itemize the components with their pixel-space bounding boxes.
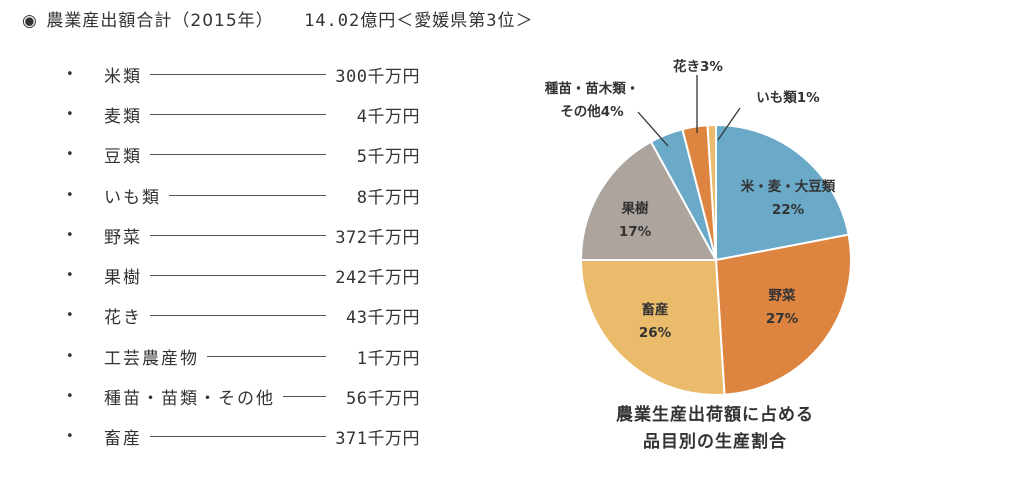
item-value: 4千万円	[356, 106, 420, 127]
bullet-icon: •	[66, 106, 74, 122]
slice-label: 果樹	[622, 200, 650, 217]
chart-title-line: 農業生産出荷額に占める	[616, 405, 814, 425]
slice-label: 27%	[766, 311, 799, 327]
slice-label: 26%	[639, 325, 672, 341]
leader-line	[150, 234, 326, 236]
pie-slice	[706, 123, 717, 261]
header-title: 農業産出額合計（2015年）	[46, 11, 274, 31]
pie-slice	[579, 140, 718, 261]
list-item: • 米類 300千万円	[60, 54, 420, 94]
leader-line	[637, 111, 669, 147]
item-value: 371千万円	[335, 429, 420, 450]
leader-line	[150, 275, 326, 277]
circle-bullet-icon: ◉	[22, 11, 38, 31]
list-item: • 花き 43千万円	[60, 296, 420, 336]
output-list: • 米類 300千万円 • 麦類 4千万円 • 豆類 5千万円 • いも類 8千万円 • 野菜 372千万円…	[60, 54, 420, 457]
bullet-icon: •	[66, 147, 74, 163]
slice-label: 米・麦・大豆類	[741, 178, 836, 195]
item-value: 43千万円	[346, 308, 420, 329]
bullet-icon: •	[66, 66, 74, 82]
list-item: • 麦類 4千万円	[60, 94, 420, 134]
list-item: • 畜産 371千万円	[60, 417, 420, 457]
leader-line	[150, 315, 326, 317]
page-header: ◉ 農業産出額合計（2015年） 14.02億円＜愛媛県第3位＞	[22, 6, 534, 31]
pie-slice	[714, 233, 852, 396]
item-value: 56千万円	[346, 389, 420, 410]
list-item: • いも類 8千万円	[60, 175, 420, 215]
leader-line	[717, 107, 741, 141]
chart-title-line: 品目別の生産割合	[643, 432, 787, 452]
slice-label: 17%	[619, 224, 652, 240]
leader-line	[169, 194, 326, 196]
item-label: 畜産	[104, 429, 142, 450]
item-label: いも類	[104, 187, 161, 208]
header-amount: 14.02億円＜愛媛県第3位＞	[304, 11, 534, 31]
item-value: 242千万円	[335, 268, 420, 289]
item-label: 豆類	[104, 147, 142, 168]
bullet-icon: •	[66, 389, 74, 405]
list-item: • 果樹 242千万円	[60, 255, 420, 295]
slice-label: 野菜	[769, 287, 797, 304]
list-item: • 豆類 5千万円	[60, 135, 420, 175]
pie-slice	[715, 123, 850, 262]
bullet-icon: •	[66, 308, 74, 324]
list-item: • 種苗・苗類・その他 56千万円	[60, 376, 420, 416]
item-value: 372千万円	[335, 227, 420, 248]
slice-label: 種苗・苗木類・	[545, 80, 640, 97]
leader-line	[283, 396, 326, 398]
item-value: 1千万円	[356, 348, 420, 369]
item-label: 花き	[104, 308, 142, 329]
pie-chart: 米・麦・大豆類 22% 野菜 27% 畜産 26% 果樹 17% 種苗・苗木類・その他4% 花き3…	[545, 58, 852, 396]
chart-title: 農業生産出荷額に占める 品目別の生産割合	[560, 402, 870, 456]
bullet-icon: •	[66, 268, 74, 284]
leader-line	[150, 154, 326, 156]
item-label: 野菜	[104, 227, 142, 248]
slice-label: いも類1%	[756, 90, 820, 106]
slice-label: 畜産	[642, 301, 669, 318]
item-value: 300千万円	[335, 66, 420, 87]
item-value: 8千万円	[356, 187, 420, 208]
leader-line	[150, 436, 326, 438]
slice-label: 22%	[772, 202, 805, 218]
bullet-icon: •	[66, 227, 74, 243]
slice-label: 花き3%	[673, 58, 723, 75]
pie-slice	[579, 259, 726, 396]
item-label: 麦類	[104, 106, 142, 127]
bullet-icon: •	[66, 348, 74, 364]
leader-line	[150, 73, 326, 75]
item-label: 米類	[104, 66, 142, 87]
item-label: 果樹	[104, 268, 142, 289]
item-value: 5千万円	[356, 147, 420, 168]
list-item: • 工芸農産物 1千万円	[60, 336, 420, 376]
list-item: • 野菜 372千万円	[60, 215, 420, 255]
leader-line	[150, 113, 326, 115]
item-label: 種苗・苗類・その他	[104, 389, 275, 410]
bullet-icon: •	[66, 429, 74, 445]
leader-line	[207, 355, 326, 357]
bullet-icon: •	[66, 187, 74, 203]
item-label: 工芸農産物	[104, 348, 199, 369]
slice-label: その他4%	[560, 103, 624, 120]
